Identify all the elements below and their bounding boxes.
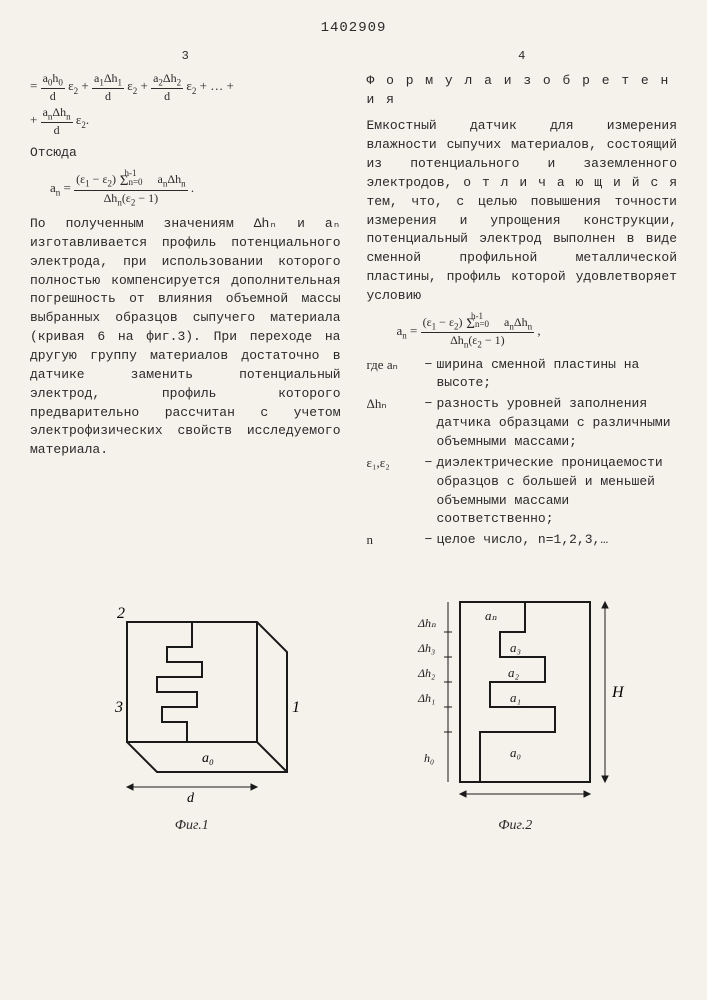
fig1-label-2: 2 bbox=[117, 605, 125, 622]
left-paragraph: По полученным значениям Δhₙ и aₙ изготав… bbox=[30, 215, 341, 460]
fig2-label-h0: h₀ bbox=[424, 751, 434, 765]
fig1-label-1: 1 bbox=[292, 699, 300, 716]
formula-heading: Ф о р м у л а и з о б р е т е н и я bbox=[367, 72, 678, 110]
def-text: разность уровней заполнения датчика обра… bbox=[437, 395, 678, 452]
fig1-dim-d: d bbox=[187, 791, 195, 806]
hence-label: Отсюда bbox=[30, 144, 341, 163]
fig2-label-a2: a₂ bbox=[508, 665, 520, 680]
fig2-label-a1: a₁ bbox=[510, 690, 521, 705]
right-paragraph: Емкостный датчик для измерения влажности… bbox=[367, 117, 678, 305]
def-text: целое число, n=1,2,3,… bbox=[437, 531, 678, 550]
figures-row: 2 1 3 d a₀ Фиг.1 bbox=[30, 582, 677, 836]
fig2-label-a3: a₃ bbox=[510, 640, 521, 655]
fig2-label-an: aₙ bbox=[485, 608, 498, 623]
left-column: 3 = a0h0d ε2 + a1Δh1d ε2 + a2Δh2d ε2 + …… bbox=[30, 48, 341, 552]
def-row: n − целое число, n=1,2,3,… bbox=[367, 531, 678, 550]
fig2-label-dhn: Δhₙ bbox=[417, 616, 436, 630]
fig1-svg: 2 1 3 d a₀ bbox=[67, 582, 317, 812]
fig1-dim-a0: a₀ bbox=[202, 751, 214, 766]
def-row: Δhₙ − разность уровней заполнения датчик… bbox=[367, 395, 678, 452]
right-column: 4 Ф о р м у л а и з о б р е т е н и я Ем… bbox=[367, 48, 678, 552]
fig2-label-dh1: Δh₁ bbox=[417, 691, 435, 705]
def-dash: − bbox=[425, 531, 437, 550]
def-row: ε₁,ε₂ − диэлектрические проницаемости об… bbox=[367, 454, 678, 529]
figure-2: H aₙ a₃ a₂ a₁ a₀ Δhₙ Δh₃ Δh₂ Δh₁ h₀ bbox=[390, 582, 640, 836]
page-number-right: 4 bbox=[367, 48, 678, 65]
definitions-table: где aₙ − ширина сменной пластины на высо… bbox=[367, 356, 678, 550]
equation-1: = a0h0d ε2 + a1Δh1d ε2 + a2Δh2d ε2 + … + bbox=[30, 72, 341, 102]
fig1-label-3: 3 bbox=[114, 699, 123, 716]
fig1-caption: Фиг.1 bbox=[67, 816, 317, 836]
def-symbol: Δhₙ bbox=[367, 395, 425, 452]
fig2-caption: Фиг.2 bbox=[390, 816, 640, 836]
two-column-body: 3 = a0h0d ε2 + a1Δh1d ε2 + a2Δh2d ε2 + …… bbox=[30, 48, 677, 552]
def-dash: − bbox=[425, 454, 437, 529]
patent-number: 1402909 bbox=[30, 18, 677, 38]
figure-1: 2 1 3 d a₀ Фиг.1 bbox=[67, 582, 317, 836]
equation-1-cont: + anΔhnd ε2. bbox=[30, 106, 341, 136]
def-text: диэлектрические проницаемости образцов с… bbox=[437, 454, 678, 529]
fig2-label-dh2: Δh₂ bbox=[417, 666, 435, 680]
fig2-label-H: H bbox=[611, 684, 625, 701]
fig2-svg: H aₙ a₃ a₂ a₁ a₀ Δhₙ Δh₃ Δh₂ Δh₁ h₀ bbox=[390, 582, 640, 812]
def-symbol: ε₁,ε₂ bbox=[367, 454, 425, 529]
equation-an-left: an = (ε1 − ε2) Σn=0h-1 anΔhn Δhn(ε2 − 1)… bbox=[50, 171, 341, 207]
equation-an-right: an = (ε1 − ε2) Σn=0h-1 anΔhn Δhn(ε2 − 1)… bbox=[397, 314, 678, 350]
def-row: где aₙ − ширина сменной пластины на высо… bbox=[367, 356, 678, 394]
page: 1402909 3 = a0h0d ε2 + a1Δh1d ε2 + a2Δh2… bbox=[0, 0, 707, 1000]
def-text: ширина сменной пластины на высоте; bbox=[437, 356, 678, 394]
page-number-left: 3 bbox=[30, 48, 341, 65]
def-symbol: n bbox=[367, 531, 425, 550]
def-dash: − bbox=[425, 356, 437, 394]
fig2-label-dh3: Δh₃ bbox=[417, 641, 435, 655]
def-dash: − bbox=[425, 395, 437, 452]
def-symbol: где aₙ bbox=[367, 356, 425, 394]
fig2-label-a0: a₀ bbox=[510, 745, 521, 760]
